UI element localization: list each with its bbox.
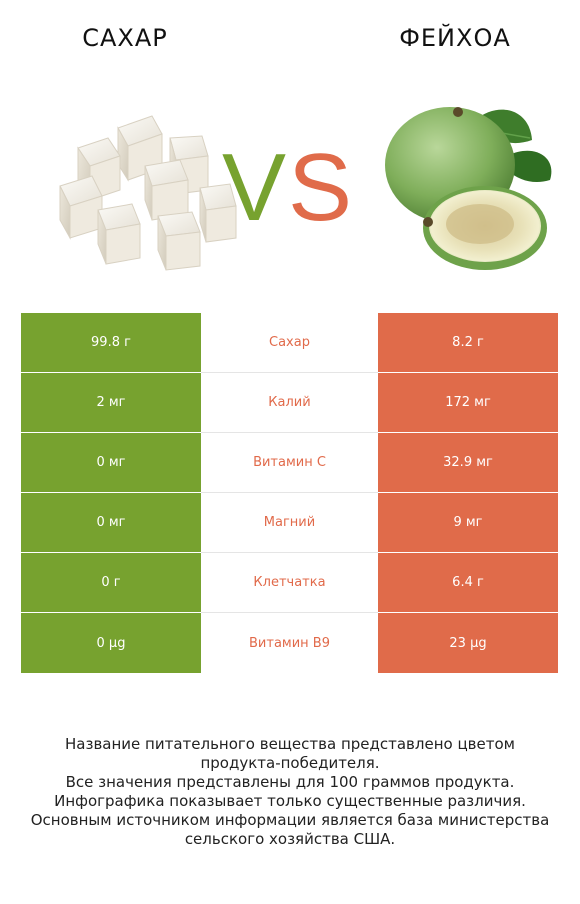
table-row: 0 г Клетчатка 6.4 г bbox=[21, 553, 558, 613]
feijoa-fruit-image bbox=[385, 107, 552, 270]
left-value-cell: 2 мг bbox=[21, 373, 201, 433]
note-line: Инфографика показывает только существенн… bbox=[54, 792, 526, 810]
right-value-cell: 9 мг bbox=[378, 493, 558, 553]
nutrient-label-cell: Витамин C bbox=[201, 433, 378, 493]
nutrient-label-cell: Витамин B9 bbox=[201, 613, 378, 673]
nutrient-label-cell: Клетчатка bbox=[201, 553, 378, 613]
comparison-table: 99.8 г Сахар 8.2 г 2 мг Калий 172 мг 0 м… bbox=[21, 313, 558, 673]
right-value-cell: 6.4 г bbox=[378, 553, 558, 613]
note-line: Основным источником информации является … bbox=[30, 811, 550, 829]
footnotes: Название питательного вещества представл… bbox=[20, 735, 560, 849]
nutrient-label-cell: Сахар bbox=[201, 313, 378, 373]
table-row: 0 мг Витамин C 32.9 мг bbox=[21, 433, 558, 493]
right-value-cell: 8.2 г bbox=[378, 313, 558, 373]
nutrient-label-cell: Магний bbox=[201, 493, 378, 553]
left-value-cell: 0 µg bbox=[21, 613, 201, 673]
note-line: Название питательного вещества представл… bbox=[65, 735, 515, 753]
right-value-cell: 32.9 мг bbox=[378, 433, 558, 493]
note-line: сельского хозяйства США. bbox=[184, 830, 396, 848]
note-line: продукта-победителя. bbox=[200, 754, 380, 772]
left-value-cell: 0 г bbox=[21, 553, 201, 613]
left-product-title: САХАР bbox=[82, 24, 168, 52]
right-product-title: ФЕЙХОА bbox=[399, 24, 511, 52]
vs-letter-v: V bbox=[222, 134, 286, 232]
right-value-cell: 23 µg bbox=[378, 613, 558, 673]
versus-mark: V S bbox=[222, 134, 352, 232]
table-row: 99.8 г Сахар 8.2 г bbox=[21, 313, 558, 373]
table-row: 0 мг Магний 9 мг bbox=[21, 493, 558, 553]
left-value-cell: 0 мг bbox=[21, 493, 201, 553]
left-value-cell: 99.8 г bbox=[21, 313, 201, 373]
note-line: Все значения представлены для 100 граммо… bbox=[65, 773, 515, 791]
right-value-cell: 172 мг bbox=[378, 373, 558, 433]
vs-letter-s: S bbox=[288, 134, 352, 232]
sugar-cubes-image bbox=[59, 115, 237, 271]
nutrient-label-cell: Калий bbox=[201, 373, 378, 433]
table-row: 0 µg Витамин B9 23 µg bbox=[21, 613, 558, 673]
left-value-cell: 0 мг bbox=[21, 433, 201, 493]
table-row: 2 мг Калий 172 мг bbox=[21, 373, 558, 433]
